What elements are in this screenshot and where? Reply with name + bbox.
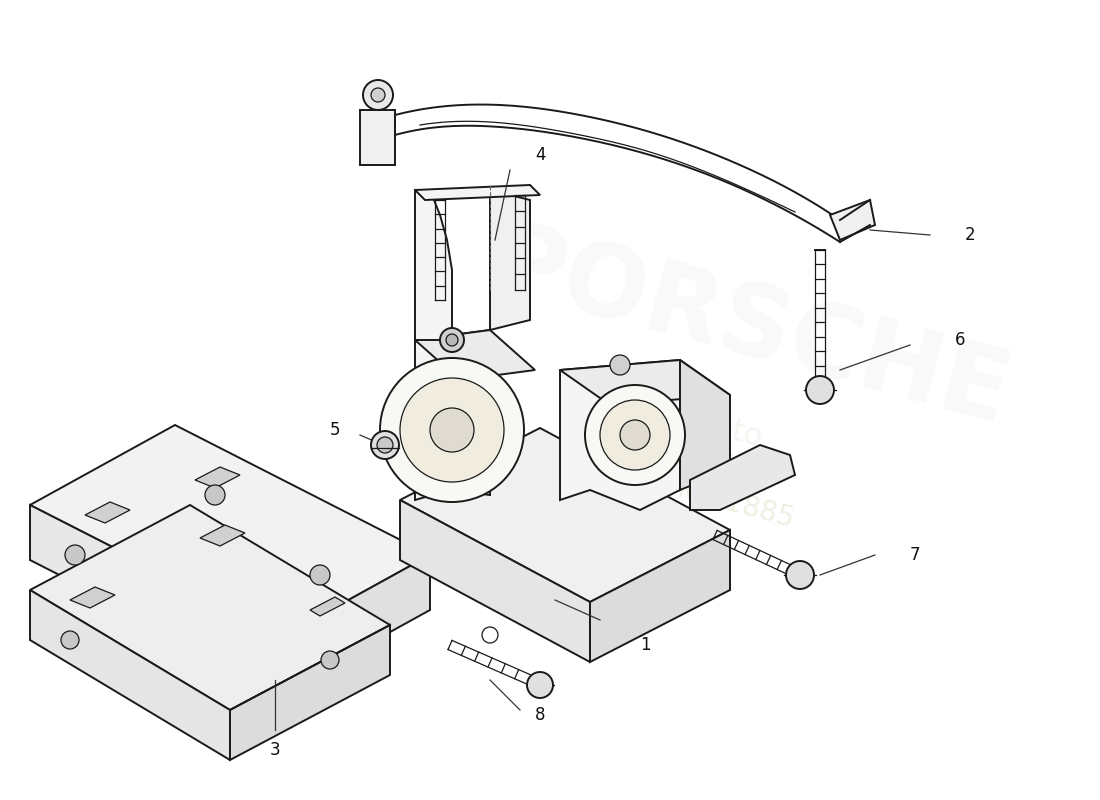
Polygon shape xyxy=(195,467,240,488)
Polygon shape xyxy=(680,360,730,490)
Circle shape xyxy=(400,378,504,482)
Circle shape xyxy=(446,334,458,346)
Polygon shape xyxy=(200,525,245,546)
Polygon shape xyxy=(230,625,390,760)
Circle shape xyxy=(600,400,670,470)
Circle shape xyxy=(363,80,393,110)
Text: 6: 6 xyxy=(955,331,966,349)
Text: 5: 5 xyxy=(330,421,340,439)
Polygon shape xyxy=(490,190,530,330)
Circle shape xyxy=(610,355,630,375)
Text: 1: 1 xyxy=(640,636,650,654)
Text: 8: 8 xyxy=(535,706,546,724)
Text: 7: 7 xyxy=(910,546,921,564)
Circle shape xyxy=(321,651,339,669)
Circle shape xyxy=(379,358,524,502)
Circle shape xyxy=(371,431,399,459)
Polygon shape xyxy=(30,505,285,690)
Polygon shape xyxy=(285,555,430,690)
Text: 3: 3 xyxy=(270,741,280,759)
Text: automoto: automoto xyxy=(615,387,764,453)
Circle shape xyxy=(205,485,225,505)
Circle shape xyxy=(440,328,464,352)
Text: parts for: parts for xyxy=(639,431,761,489)
Polygon shape xyxy=(360,110,395,165)
Circle shape xyxy=(806,376,834,404)
Polygon shape xyxy=(560,360,680,510)
Polygon shape xyxy=(70,587,116,608)
Circle shape xyxy=(482,627,498,643)
Circle shape xyxy=(620,420,650,450)
Text: PORSCHE: PORSCHE xyxy=(481,214,1020,446)
Polygon shape xyxy=(310,597,345,616)
Text: since 1885: since 1885 xyxy=(644,467,796,533)
Polygon shape xyxy=(30,590,230,760)
Circle shape xyxy=(310,565,330,585)
Circle shape xyxy=(786,561,814,589)
Polygon shape xyxy=(690,445,795,510)
Circle shape xyxy=(430,408,474,452)
Polygon shape xyxy=(85,502,130,523)
Polygon shape xyxy=(30,425,430,635)
Circle shape xyxy=(60,631,79,649)
Polygon shape xyxy=(400,500,590,662)
Polygon shape xyxy=(30,505,390,710)
Circle shape xyxy=(371,88,385,102)
Text: 4: 4 xyxy=(535,146,546,164)
Polygon shape xyxy=(590,530,730,662)
Polygon shape xyxy=(415,330,535,380)
Circle shape xyxy=(527,672,553,698)
Polygon shape xyxy=(415,330,490,500)
Circle shape xyxy=(585,385,685,485)
Text: 2: 2 xyxy=(965,226,976,244)
Polygon shape xyxy=(415,185,540,200)
Circle shape xyxy=(65,545,85,565)
Polygon shape xyxy=(415,190,452,340)
Polygon shape xyxy=(400,428,730,602)
Circle shape xyxy=(377,437,393,453)
Polygon shape xyxy=(830,200,874,240)
Polygon shape xyxy=(560,360,730,405)
